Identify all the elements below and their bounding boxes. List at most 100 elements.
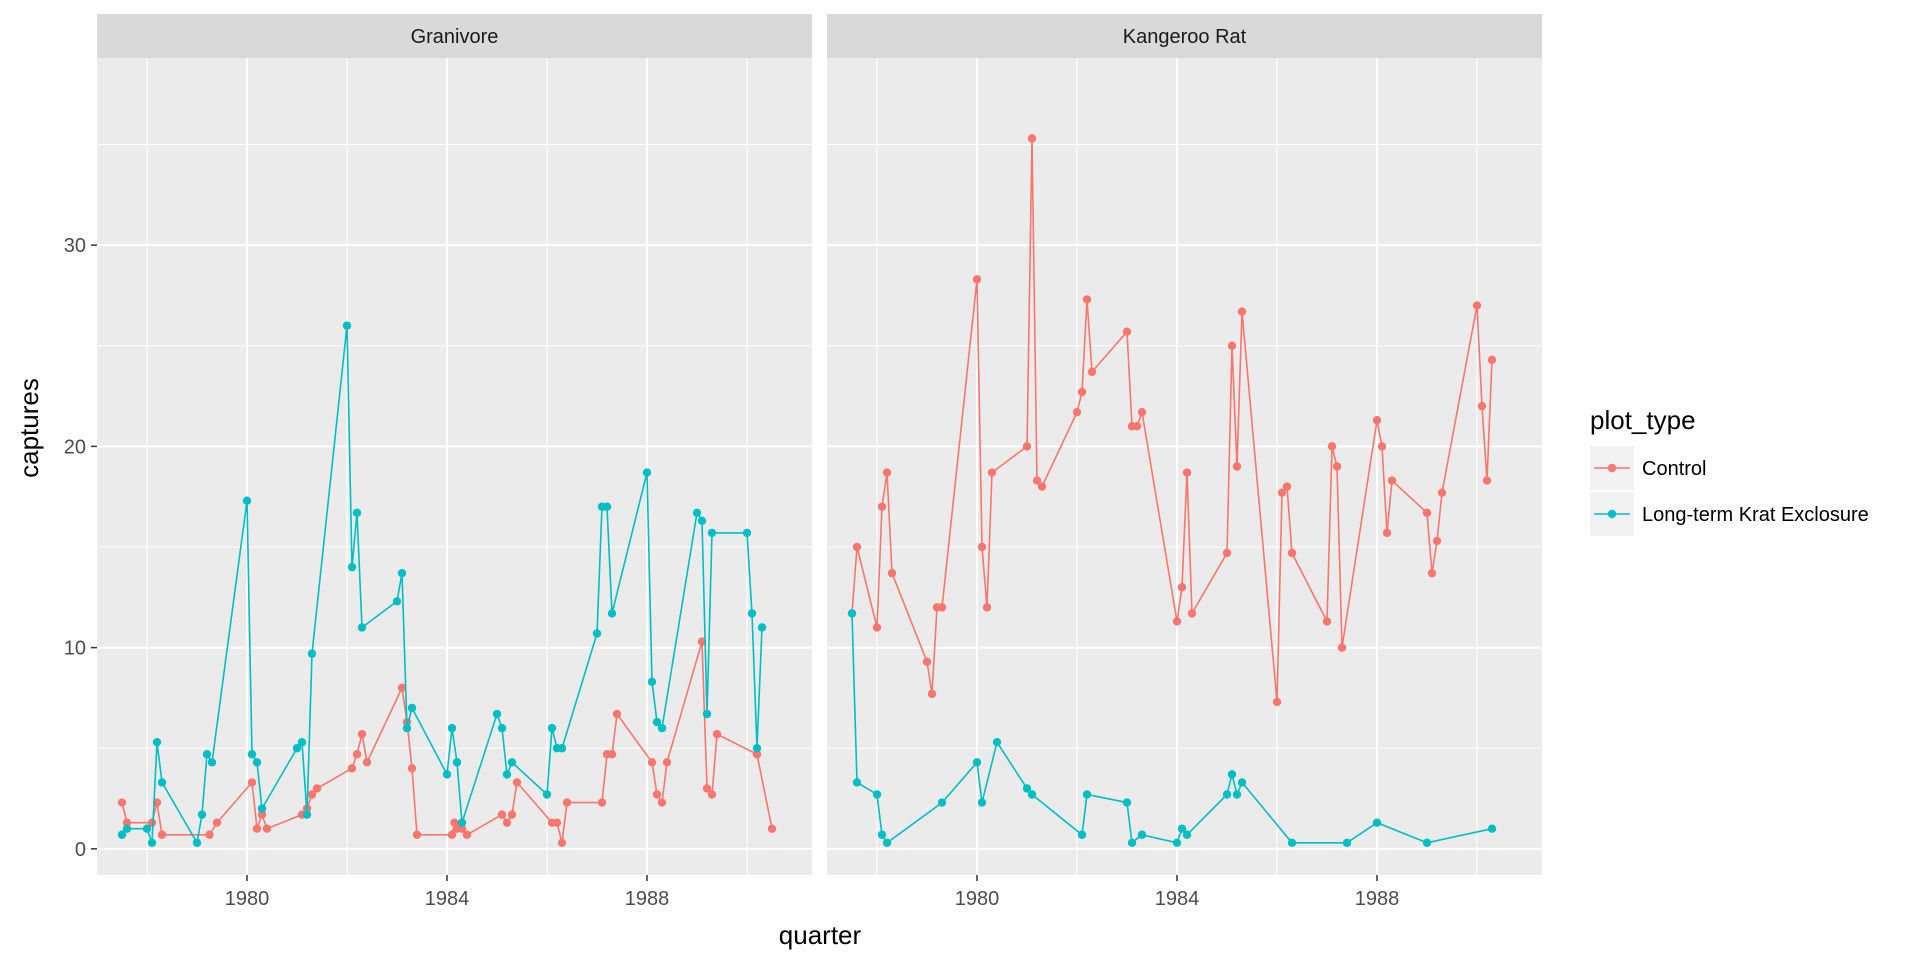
data-point: [612, 709, 622, 719]
data-point: [352, 508, 362, 517]
data-point: [1282, 482, 1292, 491]
data-point: [652, 790, 662, 799]
data-point: [252, 824, 262, 833]
data-point: [987, 468, 997, 477]
data-point: [652, 717, 662, 727]
data-point: [1032, 476, 1042, 485]
data-point: [407, 703, 417, 713]
data-point: [647, 677, 657, 687]
data-point: [647, 758, 657, 767]
data-point: [297, 737, 307, 747]
data-point: [117, 798, 127, 807]
data-point: [872, 623, 882, 632]
data-point: [1382, 528, 1392, 538]
data-point: [977, 798, 987, 807]
data-point: [877, 830, 887, 839]
data-point: [447, 830, 457, 839]
data-point: [887, 568, 897, 578]
data-point: [262, 824, 272, 833]
data-point: [1272, 697, 1282, 707]
data-point: [307, 649, 317, 658]
legend-label: Control: [1642, 458, 1706, 480]
data-point: [1182, 830, 1192, 839]
data-point: [1432, 536, 1442, 546]
y-tick-label: 30: [64, 235, 86, 257]
data-point: [207, 758, 217, 767]
y-tick-label: 10: [64, 638, 86, 660]
data-point: [352, 750, 362, 759]
data-point: [557, 838, 567, 848]
data-point: [147, 818, 157, 827]
legend-entries: Control Long-term Krat Exclosure: [1590, 446, 1869, 536]
data-point: [1022, 442, 1032, 451]
data-point: [602, 502, 612, 511]
data-point: [1132, 422, 1142, 431]
data-point: [1327, 442, 1337, 451]
data-point: [972, 758, 982, 767]
data-point: [1177, 583, 1187, 592]
data-point: [977, 542, 987, 552]
data-point: [1172, 617, 1182, 626]
data-point: [767, 824, 777, 833]
data-point: [1337, 643, 1347, 652]
data-point: [342, 321, 352, 330]
data-point: [1322, 617, 1332, 626]
data-point: [452, 758, 462, 767]
data-point: [657, 723, 667, 733]
data-point: [1342, 838, 1352, 848]
data-point: [562, 798, 572, 807]
strip-label-granivore: Granivore: [411, 26, 499, 48]
data-point: [1127, 838, 1137, 848]
strip-label-kangeroo-rat: Kangeroo Rat: [1123, 26, 1247, 48]
series-line: [851, 613, 1493, 845]
panels-layer: Granivore Kangeroo Rat: [97, 14, 1542, 875]
data-point: [357, 623, 367, 632]
data-point: [497, 810, 507, 819]
data-point: [707, 790, 717, 799]
data-point: [607, 750, 617, 759]
data-point: [512, 778, 522, 787]
data-point: [742, 528, 752, 538]
data-point: [147, 838, 157, 848]
legend: plot_type Control Long-term Krat Exclosur…: [1590, 405, 1869, 536]
data-point: [1487, 355, 1497, 365]
data-point: [872, 790, 882, 799]
data-point: [752, 750, 762, 759]
data-point: [1287, 838, 1297, 848]
x-tick-label: 1984: [1155, 888, 1200, 910]
data-point: [712, 729, 722, 739]
x-tick-label: 1988: [1355, 888, 1400, 910]
legend-title: plot_type: [1590, 405, 1696, 435]
data-point: [242, 496, 252, 505]
data-point: [212, 818, 222, 827]
data-point: [1027, 134, 1037, 143]
data-point: [1372, 416, 1382, 425]
panel-background: [827, 58, 1542, 875]
series-kangeroo-rat-long-term-krat-exclosure: [847, 609, 1497, 848]
data-point: [1387, 476, 1397, 485]
data-point: [592, 629, 602, 638]
data-point: [1482, 476, 1492, 485]
data-point: [1082, 790, 1092, 799]
data-point: [252, 758, 262, 767]
data-point: [412, 830, 422, 839]
data-point: [1227, 770, 1237, 779]
data-point: [752, 744, 762, 753]
data-point: [1332, 462, 1342, 471]
data-point: [192, 838, 202, 848]
panel-background: [97, 58, 812, 875]
series-granivore-long-term-krat-exclosure: [117, 321, 767, 848]
data-point: [307, 790, 317, 799]
data-point: [1422, 838, 1432, 848]
data-point: [117, 830, 127, 839]
legend-label: Long-term Krat Exclosure: [1642, 504, 1869, 526]
data-point: [542, 790, 552, 799]
data-point: [692, 508, 702, 517]
y-tick-label: 20: [64, 436, 86, 458]
data-point: [607, 609, 617, 618]
data-point: [1287, 548, 1297, 558]
data-point: [397, 683, 407, 693]
data-point: [982, 603, 992, 612]
data-point: [292, 744, 302, 753]
